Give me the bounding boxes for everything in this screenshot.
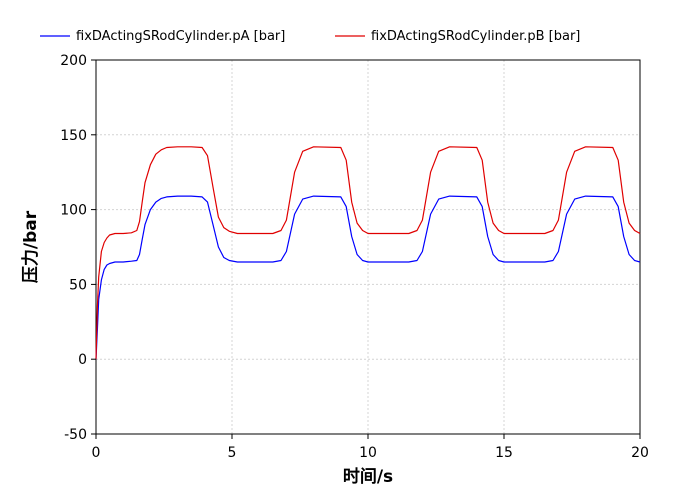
legend-label: fixDActingSRodCylinder.pB [bar] <box>371 29 580 44</box>
x-tick-label: 15 <box>495 445 513 461</box>
x-tick-label: 20 <box>631 445 649 461</box>
series-layer <box>95 146 641 360</box>
y-tick-label: 100 <box>60 203 87 219</box>
x-tick-label: 5 <box>228 445 237 461</box>
axis-ticks: 0 5 10 15 20 -50 0 50 100 150 200 <box>60 53 649 461</box>
x-tick-label: 0 <box>92 445 101 461</box>
series-line-pa <box>95 195 641 360</box>
series-line-pb <box>95 146 641 360</box>
y-tick-label: 0 <box>78 352 87 368</box>
y-tick-label: -50 <box>64 427 87 443</box>
x-axis-label: 时间/s <box>343 466 393 487</box>
legend-label: fixDActingSRodCylinder.pA [bar] <box>76 29 285 44</box>
y-tick-label: 150 <box>60 128 87 144</box>
x-tick-label: 10 <box>359 445 377 461</box>
y-axis-label: 压力/bar <box>20 210 41 283</box>
legend: fixDActingSRodCylinder.pA [bar] fixDActin… <box>40 29 580 44</box>
y-tick-label: 200 <box>60 53 87 69</box>
y-tick-label: 50 <box>69 277 87 293</box>
grid-lines <box>95 59 641 435</box>
